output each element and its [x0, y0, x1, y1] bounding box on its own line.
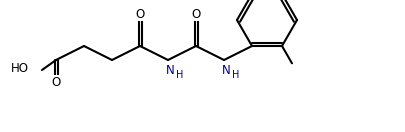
Text: H: H: [232, 70, 239, 80]
Text: N: N: [222, 63, 230, 77]
Text: O: O: [51, 76, 61, 88]
Text: O: O: [135, 8, 145, 20]
Text: N: N: [166, 63, 175, 77]
Text: O: O: [192, 8, 200, 20]
Text: H: H: [176, 70, 183, 80]
Text: HO: HO: [11, 62, 29, 74]
